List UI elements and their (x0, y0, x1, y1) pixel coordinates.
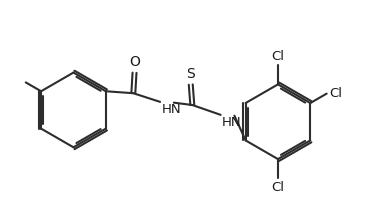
Text: Cl: Cl (329, 87, 342, 100)
Text: HN: HN (222, 116, 242, 129)
Text: O: O (129, 55, 140, 69)
Text: HN: HN (162, 103, 181, 116)
Text: Cl: Cl (272, 181, 285, 194)
Text: S: S (186, 67, 195, 81)
Text: Cl: Cl (272, 50, 285, 63)
